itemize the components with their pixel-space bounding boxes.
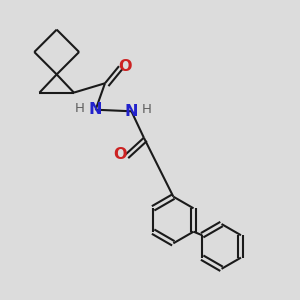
Text: O: O [113,147,126,162]
Text: N: N [89,102,102,117]
Text: O: O [118,59,131,74]
Text: H: H [141,103,151,116]
Text: N: N [125,104,138,119]
Text: H: H [74,102,84,115]
